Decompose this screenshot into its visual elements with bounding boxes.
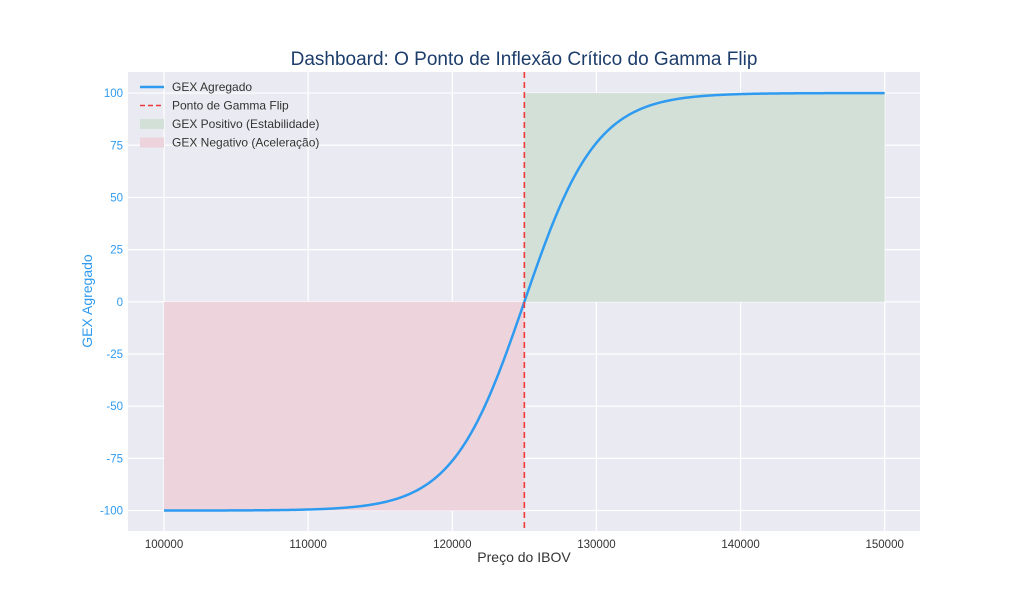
fills (164, 93, 885, 511)
legend: GEX Agregado Ponto de Gamma Flip GEX Posit… (140, 80, 319, 150)
y-tick-label: 25 (110, 245, 123, 257)
x-tick-labels: 100000 110000 120000 130000 140000 150000 (145, 539, 904, 551)
legend-label: GEX Positivo (Estabilidade) (172, 117, 319, 131)
y-tick-label: -100 (100, 506, 123, 518)
positive-fill (524, 93, 885, 302)
lines (164, 72, 885, 531)
x-tick-label: 150000 (866, 539, 904, 551)
legend-label: GEX Negativo (Aceleração) (172, 136, 319, 150)
y-tick-labels: 100 75 50 25 0 -25 -50 -75 -100 (100, 88, 123, 517)
gex-line (164, 91, 885, 512)
x-axis-label: Preço do IBOV (477, 549, 571, 565)
y-tick-label: -25 (106, 349, 123, 361)
y-tick-label: 75 (110, 140, 123, 152)
y-tick-label: -50 (106, 401, 123, 413)
y-tick-label: 100 (104, 88, 123, 100)
x-tick-label: 120000 (433, 539, 471, 551)
legend-label: Ponto de Gamma Flip (172, 99, 289, 113)
legend-fill-swatch (140, 119, 164, 129)
legend-label: GEX Agregado (172, 80, 252, 94)
y-tick-label: -75 (106, 453, 123, 465)
negative-fill (164, 301, 525, 511)
chart-title: Dashboard: O Ponto de Inflexão Crítico d… (291, 49, 758, 70)
x-tick-label: 100000 (145, 539, 183, 551)
y-tick-label: 50 (110, 192, 123, 204)
y-axis-label: GEX Agregado (79, 254, 95, 348)
x-tick-label: 110000 (289, 539, 327, 551)
x-tick-label: 130000 (577, 539, 615, 551)
y-tick-label: 0 (117, 297, 123, 309)
x-tick-label: 140000 (721, 539, 759, 551)
legend-fill-swatch (140, 137, 164, 148)
